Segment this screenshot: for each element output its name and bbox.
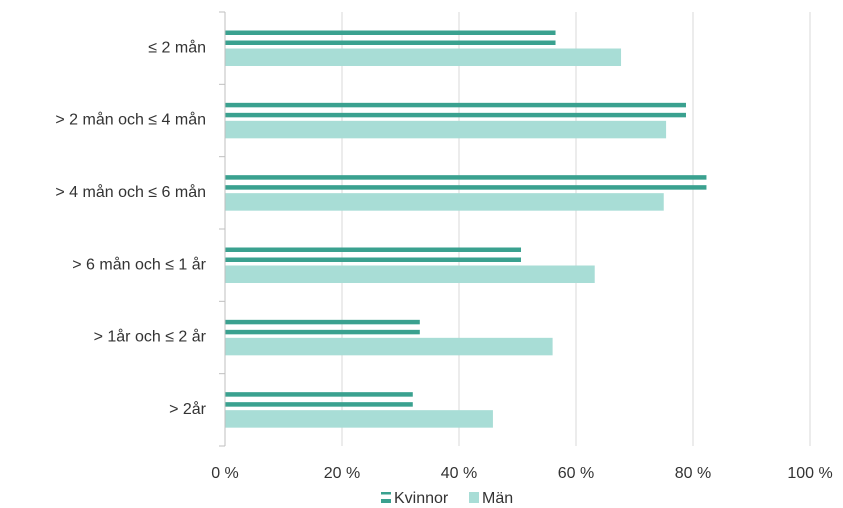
legend-item-man: Män — [469, 490, 513, 507]
bar-kvinnor-lower — [225, 40, 556, 45]
legend: Kvinnor Män — [381, 490, 513, 507]
bar-kvinnor-upper — [225, 319, 420, 325]
x-tick-label: 100 % — [787, 465, 832, 482]
legend-label-man: Män — [482, 490, 513, 507]
x-tick-label: 0 % — [211, 465, 239, 482]
bar-kvinnor-upper — [225, 102, 686, 108]
category-label: > 6 mån och ≤ 1 år — [72, 255, 206, 273]
legend-swatch-kvinnor-lower — [381, 499, 391, 503]
category-label: > 2 mån och ≤ 4 mån — [55, 111, 206, 129]
bar-man — [225, 193, 664, 211]
category-label: > 4 mån och ≤ 6 mån — [55, 183, 206, 201]
category-label: ≤ 2 mån — [148, 38, 206, 56]
bar-kvinnor-lower — [225, 257, 522, 262]
bars — [225, 30, 707, 428]
x-tick-label: 60 % — [558, 465, 594, 482]
category-label: > 2år — [169, 400, 207, 418]
bar-kvinnor-lower — [225, 112, 686, 118]
legend-swatch-man — [469, 492, 479, 503]
x-tick-labels: 0 % 20 % 40 % 60 % 80 % 100 % — [211, 465, 832, 482]
bar-man — [225, 265, 595, 283]
bar-man — [225, 337, 553, 356]
bar-man — [225, 120, 667, 139]
legend-swatch-kvinnor-upper — [381, 492, 391, 495]
legend-label-kvinnor: Kvinnor — [394, 490, 449, 507]
x-tick-label: 20 % — [324, 465, 360, 482]
legend-item-kvinnor: Kvinnor — [381, 490, 449, 507]
gridlines — [341, 12, 811, 446]
x-tick-label: 80 % — [675, 465, 711, 482]
x-tick-label: 40 % — [441, 465, 477, 482]
bar-kvinnor-upper — [225, 30, 556, 35]
bar-kvinnor-upper — [225, 247, 522, 252]
bar-kvinnor-lower — [225, 329, 420, 335]
bar-kvinnor-lower — [225, 185, 707, 190]
bar-kvinnor-upper — [225, 392, 413, 397]
bar-man — [225, 410, 493, 428]
bar-kvinnor-upper — [225, 175, 707, 180]
bar-kvinnor-lower — [225, 402, 413, 407]
axes — [219, 11, 226, 447]
category-label: > 1år och ≤ 2 år — [94, 328, 207, 346]
category-labels: ≤ 2 mån > 2 mån och ≤ 4 mån > 4 mån och ≤ … — [55, 38, 206, 418]
bar-man — [225, 48, 622, 66]
